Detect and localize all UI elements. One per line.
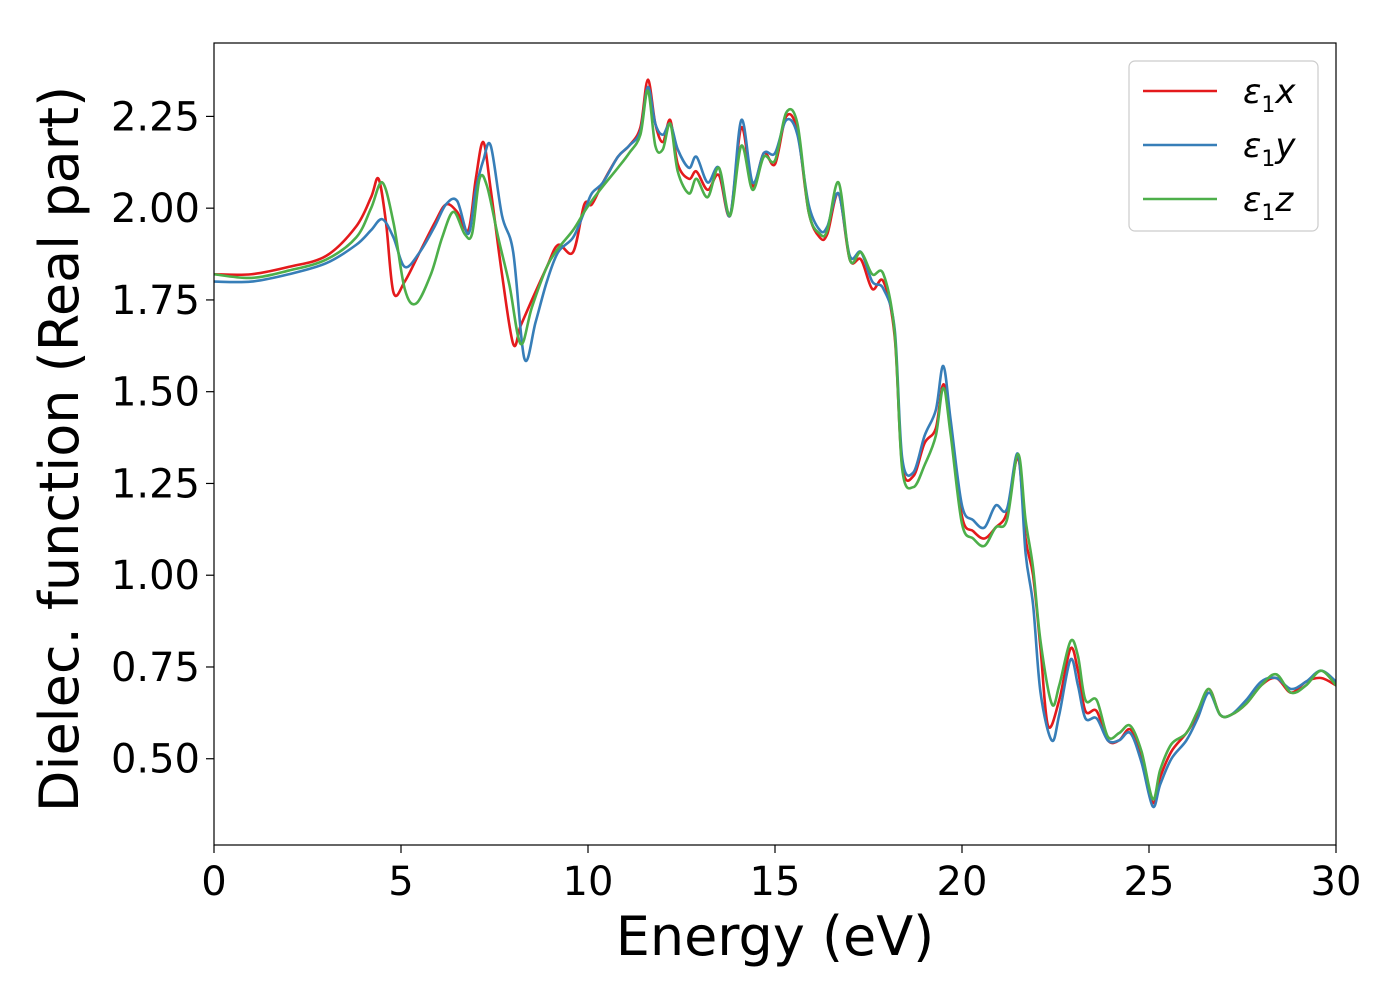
y-tick-label: 1.00 bbox=[111, 553, 200, 599]
series-line-x bbox=[214, 78, 1336, 805]
x-tick-label: 20 bbox=[937, 859, 988, 905]
legend-label-z: ε1z bbox=[1243, 180, 1294, 226]
series-line-y bbox=[214, 85, 1336, 809]
series-layer bbox=[214, 78, 1336, 809]
ticks-layer: 0 5 10 15 20 25 30 0.50 0.75 1.00 1.25 1.50 1.75 2.00… bbox=[111, 94, 1362, 905]
x-tick-label: 15 bbox=[750, 859, 801, 905]
x-tick-label: 10 bbox=[563, 859, 614, 905]
legend-label-y: ε1y bbox=[1243, 126, 1296, 172]
legend: ε1x ε1y ε1z bbox=[1128, 60, 1319, 232]
y-tick-label: 0.75 bbox=[111, 645, 200, 691]
x-axis-label: Energy (eV) bbox=[616, 905, 935, 968]
x-tick-label: 25 bbox=[1124, 859, 1175, 905]
y-tick-label: 1.75 bbox=[111, 278, 200, 324]
legend-label-x: ε1x bbox=[1243, 72, 1296, 118]
x-tick-label: 5 bbox=[388, 859, 413, 905]
y-tick-label: 2.25 bbox=[111, 94, 200, 140]
legend-box bbox=[1128, 60, 1319, 232]
x-tick-label: 30 bbox=[1311, 859, 1362, 905]
y-axis-label: Dielec. function (Real part) bbox=[28, 86, 91, 812]
y-tick-label: 1.25 bbox=[111, 461, 200, 507]
series-line-z bbox=[214, 89, 1336, 801]
y-tick-label: 0.50 bbox=[111, 737, 200, 783]
x-tick-label: 0 bbox=[201, 859, 226, 905]
y-tick-label: 2.00 bbox=[111, 186, 200, 232]
y-tick-label: 1.50 bbox=[111, 370, 200, 416]
